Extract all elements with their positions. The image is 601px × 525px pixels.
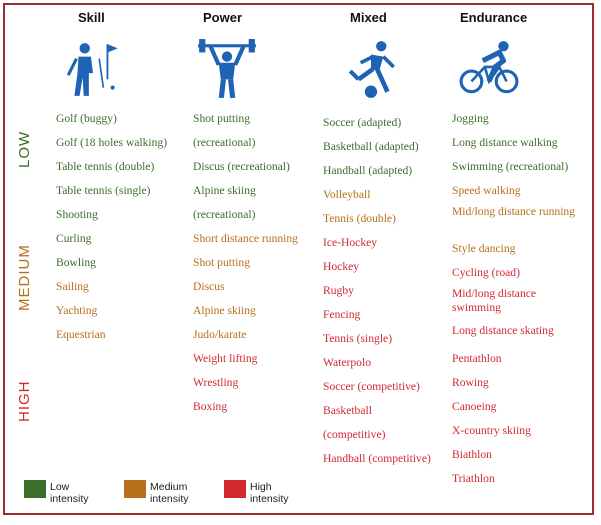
column-header-skill: Skill bbox=[78, 10, 105, 25]
column-header-mixed: Mixed bbox=[350, 10, 387, 25]
weightlifting-icon bbox=[196, 38, 258, 100]
column-header-endurance: Endurance bbox=[460, 10, 528, 25]
mixed-sport-item: Tennis (double) bbox=[323, 212, 396, 225]
power-sport-item: Judo/karate bbox=[193, 328, 247, 341]
mixed-sport-item: Handball (adapted) bbox=[323, 164, 413, 177]
legend-swatch-low bbox=[24, 480, 46, 498]
legend-swatch-high bbox=[224, 480, 246, 498]
level-label-high: HIGH bbox=[16, 380, 33, 423]
skill-sport-item: Table tennis (double) bbox=[56, 160, 155, 173]
endurance-sport-item: Style dancing bbox=[452, 242, 516, 255]
golf-icon bbox=[62, 38, 124, 100]
power-sport-item: Boxing bbox=[193, 400, 228, 413]
legend-label-low: Low intensity bbox=[50, 481, 89, 505]
endurance-sport-item: Long distance walking bbox=[452, 136, 558, 149]
skill-sport-item: Sailing bbox=[56, 280, 89, 293]
legend-label-high: High intensity bbox=[250, 481, 289, 505]
mixed-sport-item: Basketball (adapted) bbox=[323, 140, 419, 153]
power-sport-item: Short distance running bbox=[193, 232, 298, 245]
mixed-sport-item: Rugby bbox=[323, 284, 354, 297]
skill-sport-item: Table tennis (single) bbox=[56, 184, 151, 197]
mixed-sport-item: (competitive) bbox=[323, 428, 386, 441]
power-sport-item: (recreational) bbox=[193, 208, 256, 221]
power-sport-item: Discus bbox=[193, 280, 225, 293]
power-sport-item: Alpine skiing bbox=[193, 184, 256, 197]
legend-swatch-medium bbox=[124, 480, 146, 498]
mixed-sport-item: Soccer (competitive) bbox=[323, 380, 420, 393]
endurance-sport-item: Canoeing bbox=[452, 400, 497, 413]
mixed-sport-item: Hockey bbox=[323, 260, 360, 273]
endurance-sport-item: Pentathlon bbox=[452, 352, 502, 365]
power-sport-item: Weight lifting bbox=[193, 352, 258, 365]
endurance-sport-item: Swimming (recreational) bbox=[452, 160, 569, 173]
mixed-sport-item: Waterpolo bbox=[323, 356, 371, 369]
power-sport-item: Discus (recreational) bbox=[193, 160, 290, 173]
power-sport-item: Alpine skiing bbox=[193, 304, 256, 317]
skill-sport-item: Equestrian bbox=[56, 328, 106, 341]
power-sport-item: Shot putting bbox=[193, 112, 251, 125]
endurance-sport-item: Rowing bbox=[452, 376, 489, 389]
skill-sport-item: Curling bbox=[56, 232, 92, 245]
endurance-sport-item: Mid/long distance swimming bbox=[452, 287, 537, 314]
chart-frame bbox=[3, 3, 594, 515]
endurance-sport-item: Triathlon bbox=[452, 472, 495, 485]
mixed-sport-item: Handball (competitive) bbox=[323, 452, 431, 465]
mixed-sport-item: Soccer (adapted) bbox=[323, 116, 402, 129]
legend-label-medium: Medium intensity bbox=[150, 481, 189, 505]
power-sport-item: Wrestling bbox=[193, 376, 239, 389]
skill-sport-item: Yachting bbox=[56, 304, 98, 317]
level-label-medium: MEDIUM bbox=[16, 244, 33, 311]
column-header-power: Power bbox=[203, 10, 243, 25]
mixed-sport-item: Basketball bbox=[323, 404, 372, 417]
endurance-sport-item: Jogging bbox=[452, 112, 489, 125]
mixed-sport-item: Tennis (single) bbox=[323, 332, 393, 345]
endurance-sport-item: Mid/long distance running bbox=[452, 205, 576, 218]
endurance-sport-item: Speed walking bbox=[452, 184, 521, 197]
soccer-icon bbox=[342, 38, 404, 100]
mixed-sport-item: Volleyball bbox=[323, 188, 371, 201]
skill-sport-item: Golf (buggy) bbox=[56, 112, 117, 125]
skill-sport-item: Bowling bbox=[56, 256, 96, 269]
level-label-low: LOW bbox=[16, 130, 33, 168]
mixed-sport-item: Ice-Hockey bbox=[323, 236, 378, 249]
mixed-sport-item: Fencing bbox=[323, 308, 361, 321]
skill-sport-item: Shooting bbox=[56, 208, 98, 221]
endurance-sport-item: X-country skiing bbox=[452, 424, 531, 437]
endurance-sport-item: Long distance skating bbox=[452, 324, 554, 337]
endurance-sport-item: Biathlon bbox=[452, 448, 492, 461]
power-sport-item: (recreational) bbox=[193, 136, 256, 149]
cycling-icon bbox=[458, 38, 520, 100]
power-sport-item: Shot putting bbox=[193, 256, 251, 269]
endurance-sport-item: Cycling (road) bbox=[452, 266, 520, 279]
skill-sport-item: Golf (18 holes walking) bbox=[56, 136, 168, 149]
